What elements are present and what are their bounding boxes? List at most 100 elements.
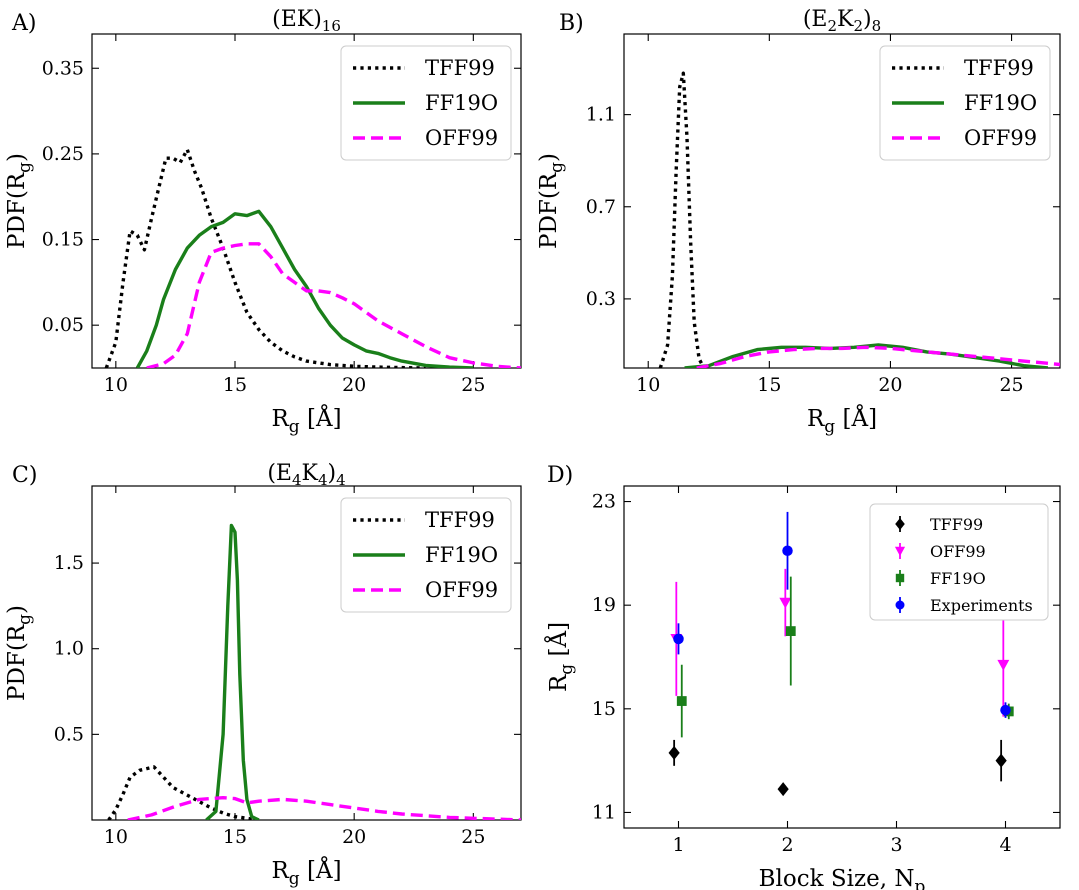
- legend-label-tff99: TFF99: [425, 56, 495, 80]
- legend-label-off99: OFF99: [425, 126, 498, 150]
- legend: TFF99 OFF99 FF19O Experiments: [869, 503, 1049, 621]
- y-tick-label: 0.3: [586, 288, 616, 310]
- legend-box: [340, 497, 512, 613]
- plot-area: [668, 511, 1014, 797]
- series-line-off99: [696, 345, 1060, 368]
- x-axis-label: Rg [Å]: [807, 404, 877, 437]
- panel-label: B): [559, 11, 584, 36]
- legend-label-off99: OFF99: [964, 126, 1037, 150]
- data-point-experiments: [782, 545, 793, 557]
- panel-title: (EK)16: [272, 7, 341, 35]
- x-tick-label: 15: [223, 374, 247, 396]
- y-axis-label: PDF(Rg): [4, 153, 35, 249]
- panel-1: A) (EK)16 10 15 20 25 0.05 0.15 0.25 0.35 Rg [Å] PD…: [4, 7, 522, 437]
- x-tick-label: 1: [672, 834, 684, 856]
- panel-label: D): [547, 463, 573, 488]
- panel-2: B) (E2K2)8 10 15 20 25 0.3 0.7 1.1 Rg [Å] PDF(Rg) T…: [536, 7, 1061, 437]
- y-tick-label: 15: [592, 698, 616, 720]
- legend-box: [869, 503, 1049, 621]
- legend-label-off99: OFF99: [425, 578, 498, 602]
- x-tick-label: 25: [999, 374, 1023, 396]
- legend-box: [879, 45, 1051, 161]
- x-tick-label: 10: [104, 826, 128, 848]
- legend-label-tff99: TFF99: [930, 515, 983, 534]
- data-point-tff99: [777, 782, 789, 797]
- panel-title: (E2K2)8: [803, 7, 881, 35]
- legend-marker-ff19o: [895, 573, 905, 583]
- data-point-ff19o: [785, 626, 796, 636]
- legend: TFF99 FF19O OFF99: [340, 45, 512, 161]
- series-line-ff19o: [135, 209, 474, 368]
- panel-3: C) (E4K4)4 10 15 20 25 0.5 1.0 1.5 Rg [Å] PDF(Rg) T…: [4, 461, 522, 889]
- x-axis-label: Rg [Å]: [271, 856, 341, 889]
- legend-marker-tff99: [895, 518, 905, 530]
- data-point-tff99: [995, 753, 1007, 768]
- panel-label: C): [12, 463, 37, 488]
- x-tick-label: 10: [636, 374, 660, 396]
- y-tick-label: 0.7: [586, 196, 616, 218]
- x-tick-label: 4: [999, 834, 1011, 856]
- y-tick-label: 0.15: [42, 229, 84, 251]
- series-line-tff99: [104, 147, 426, 368]
- series-line-tff99: [107, 765, 260, 820]
- legend-label-experiments: Experiments: [930, 596, 1033, 615]
- axes-frame: [623, 33, 1061, 369]
- data-point-off99: [997, 659, 1010, 671]
- panel-title: (E4K4)4: [267, 461, 345, 489]
- series-line-off99: [127, 796, 521, 820]
- legend-marker-experiments: [895, 600, 905, 610]
- legend-box: [340, 45, 512, 161]
- y-tick-label: 19: [592, 594, 616, 616]
- x-tick-label: 20: [342, 826, 366, 848]
- x-tick-label: 25: [461, 826, 485, 848]
- y-tick-label: 1.1: [586, 104, 616, 126]
- x-tick-label: 2: [781, 834, 793, 856]
- x-tick-label: 15: [757, 374, 781, 396]
- x-axis-label: Block Size, Np: [759, 866, 926, 890]
- x-tick-label: 25: [461, 374, 485, 396]
- x-axis-label: Rg [Å]: [271, 404, 341, 437]
- legend-label-off99: OFF99: [930, 542, 986, 561]
- data-point-tff99: [668, 745, 680, 760]
- data-point-ff19o: [676, 696, 687, 706]
- y-axis-label: PDF(Rg): [4, 605, 35, 701]
- legend-label-ff19o: FF19O: [930, 569, 986, 588]
- plot-area: [658, 71, 1060, 368]
- plot-area: [104, 147, 521, 368]
- x-tick-label: 20: [878, 374, 902, 396]
- data-point-off99: [779, 597, 792, 609]
- y-tick-label: 0.5: [54, 723, 84, 745]
- legend-label-tff99: TFF99: [425, 508, 495, 532]
- legend-label-tff99: TFF99: [964, 56, 1034, 80]
- legend: TFF99 FF19O OFF99: [340, 497, 512, 613]
- y-tick-label: 0.25: [42, 143, 84, 165]
- x-tick-label: 15: [223, 826, 247, 848]
- series-line-off99: [146, 242, 521, 368]
- x-tick-label: 3: [890, 834, 902, 856]
- x-tick-label: 10: [104, 374, 128, 396]
- y-tick-label: 1.5: [54, 552, 84, 574]
- y-tick-label: 0.35: [42, 57, 84, 79]
- axes-frame: [91, 485, 522, 821]
- axes-frame: [91, 33, 522, 369]
- legend-marker-off99: [894, 546, 906, 557]
- y-tick-label: 1.0: [54, 638, 84, 660]
- y-axis-label: PDF(Rg): [536, 153, 567, 249]
- axes-frame: [623, 485, 1061, 829]
- data-point-experiments: [1000, 704, 1011, 716]
- legend: TFF99 FF19O OFF99: [879, 45, 1051, 161]
- x-tick-label: 20: [342, 374, 366, 396]
- series-line-ff19o: [205, 523, 260, 820]
- legend-label-ff19o: FF19O: [964, 91, 1037, 115]
- series-line-tff99: [658, 71, 706, 368]
- y-tick-label: 11: [592, 801, 616, 823]
- plot-area: [107, 523, 521, 820]
- y-axis-label: Rg [Å]: [544, 622, 577, 692]
- y-tick-label: 23: [592, 491, 616, 513]
- legend-label-ff19o: FF19O: [425, 543, 498, 567]
- y-tick-label: 0.05: [42, 314, 84, 336]
- panel-label: A): [11, 11, 36, 36]
- data-point-experiments: [673, 633, 684, 645]
